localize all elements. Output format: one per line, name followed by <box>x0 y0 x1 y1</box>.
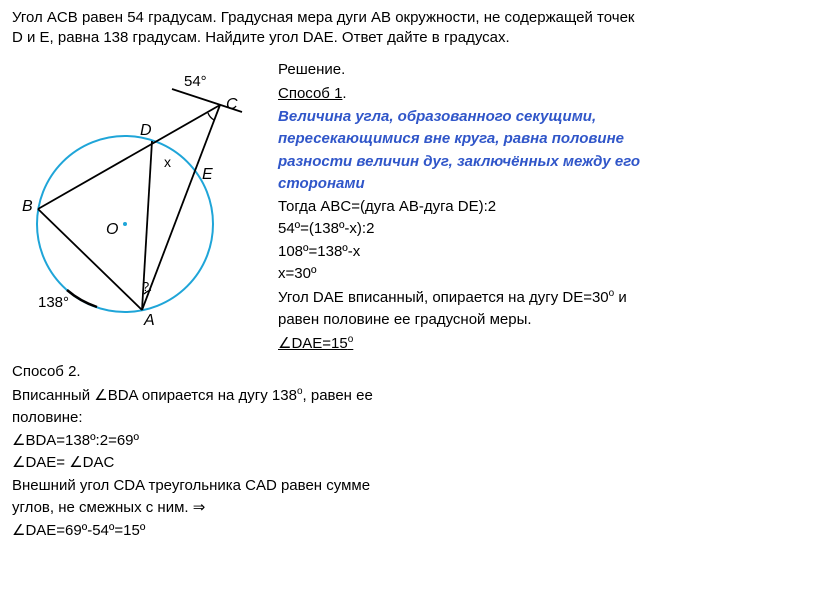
m2-line: ∠DAE= ∠DAC <box>12 452 802 475</box>
step-line: 108º=138º-x <box>278 241 802 264</box>
label-B: B <box>22 198 33 215</box>
m2-line: Внешний угол CDA треугольника CAD равен … <box>12 475 802 498</box>
label-E: E <box>202 166 213 183</box>
answer-text: ∠DAE=15о <box>278 335 353 352</box>
method2-label-text: Способ 2 <box>12 363 76 380</box>
line-BC <box>38 105 220 209</box>
deg-sup: о <box>348 334 354 345</box>
m2-line: углов, не смежных с ним. ⇒ <box>12 497 802 520</box>
step-line: 54º=(138º-x):2 <box>278 218 802 241</box>
m2-line1a: Вписанный ∠BDA опирается на дугу 138 <box>12 387 297 404</box>
step-line: Угол DAE вписанный, опирается на дугу DE… <box>278 286 802 310</box>
answer-line: ∠DAE=15о <box>278 332 802 356</box>
m2-line: ∠DAE=69º-54º=15º <box>12 520 802 543</box>
method1-label-text: Способ 1 <box>278 85 342 102</box>
center-label: O <box>106 221 118 238</box>
content-row: O ? 54° C D E B A x 138° Ре <box>12 59 802 356</box>
m2-line7: ∠DAE=69º-54º=15º <box>12 522 145 539</box>
m2-line: Вписанный ∠BDA опирается на дугу 138о, р… <box>12 384 802 408</box>
theorem-line: Величина угла, образованного секущими, <box>278 106 802 129</box>
method1-label: Способ 1. <box>278 83 802 106</box>
step-line: x=30º <box>278 263 802 286</box>
line-AC <box>142 105 220 310</box>
m2-line3: ∠BDA=138º:2=69º <box>12 432 139 449</box>
m2-line: ∠BDA=138º:2=69º <box>12 430 802 453</box>
center-dot <box>123 222 127 226</box>
solution-title: Решение. <box>278 59 802 82</box>
problem-statement: Угол ACB равен 54 градусам. Градусная ме… <box>12 8 802 49</box>
problem-line: D и E, равна 138 градусам. Найдите угол … <box>12 28 802 48</box>
theorem-line: пересекающимися вне круга, равна половин… <box>278 128 802 151</box>
angle-C-arc <box>208 113 214 120</box>
theorem-line: сторонами <box>278 173 802 196</box>
method2-label: Способ 2. <box>12 361 802 384</box>
solution-column: Решение. Способ 1. Величина угла, образо… <box>278 59 802 356</box>
problem-line: Угол ACB равен 54 градусам. Градусная ме… <box>12 8 802 28</box>
label-D: D <box>140 122 152 139</box>
m2-line6: углов, не смежных с ним. ⇒ <box>12 499 205 516</box>
angle-A-qmark: ? <box>142 279 149 294</box>
figure-column: O ? 54° C D E B A x 138° <box>12 59 262 356</box>
step5b: и <box>614 289 627 306</box>
angle-x-label: x <box>164 154 171 170</box>
step-line: Тогда ABC=(дуга AB-дуга DE):2 <box>278 196 802 219</box>
answer-label: ∠DAE=15 <box>278 335 348 352</box>
arc-138-label: 138° <box>38 294 69 311</box>
label-C: C <box>226 96 238 113</box>
label-A: A <box>143 312 155 329</box>
m2-line1b: , равен ее <box>303 387 373 404</box>
method2-block: Способ 2. Вписанный ∠BDA опирается на ду… <box>12 361 802 542</box>
step5a: Угол DAE вписанный, опирается на дугу DE… <box>278 289 609 306</box>
m2-line: половине: <box>12 407 802 430</box>
arc-138-marker <box>67 290 97 307</box>
step-line: равен половине ее градусной меры. <box>278 309 802 332</box>
m2-line4: ∠DAE= ∠DAC <box>12 454 114 471</box>
theorem-line: разности величин дуг, заключённых между … <box>278 151 802 174</box>
geometry-figure: O ? 54° C D E B A x 138° <box>12 59 262 349</box>
angle-54-label: 54° <box>184 73 207 90</box>
